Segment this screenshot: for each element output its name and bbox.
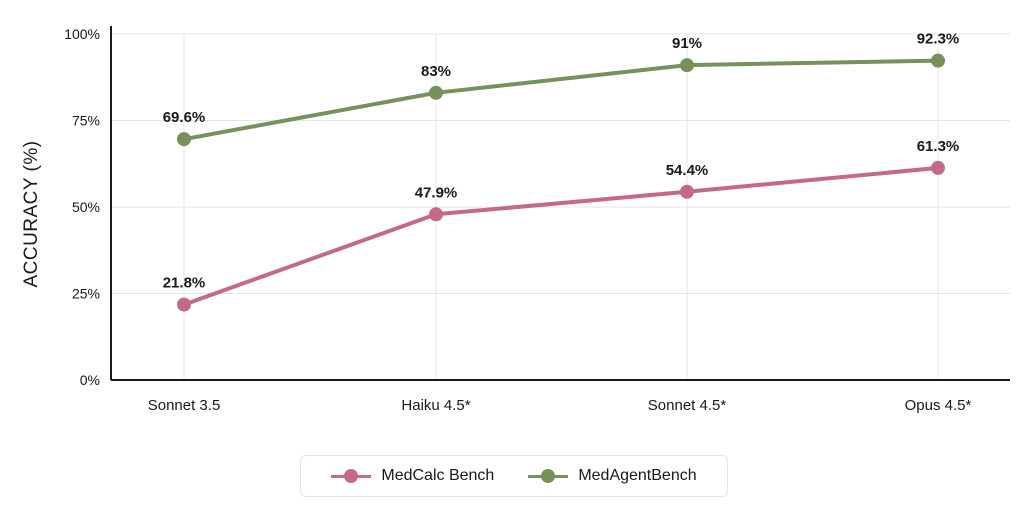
data-label: 91% <box>672 35 702 52</box>
data-label: 21.8% <box>163 275 206 292</box>
axes: 0% 25% 50% 75% 100% Sonnet 3.5 Haiku 4.5* Sonne… <box>64 26 1010 414</box>
grid <box>111 33 1010 380</box>
data-point <box>680 184 694 199</box>
x-tick-label: Haiku 4.5* <box>401 397 470 414</box>
legend-label-medagentbench: MedAgentBench <box>578 467 697 484</box>
y-tick-label: 50% <box>72 199 100 215</box>
legend-item-medagentbench[interactable]: MedAgentBench <box>528 467 697 485</box>
data-label: 83% <box>421 63 451 80</box>
labels: 21.8% 47.9% 54.4% 61.3% 69.6% 83% 91% 92.3% <box>163 31 960 292</box>
data-label: 54.4% <box>666 162 709 179</box>
data-point <box>177 297 191 312</box>
legend-swatch-medagentbench <box>528 469 569 483</box>
y-tick-label: 0% <box>80 372 100 388</box>
data-point <box>931 160 945 175</box>
legend-item-medcalc-bench[interactable]: MedCalc Bench <box>331 467 494 485</box>
y-tick-label: 100% <box>64 26 100 42</box>
data-label: 61.3% <box>917 138 960 155</box>
data-point <box>429 207 443 222</box>
data-point <box>680 58 694 73</box>
x-tick-label: Sonnet 3.5 <box>148 397 221 414</box>
x-tick-label: Sonnet 4.5* <box>648 397 727 414</box>
data-label: 69.6% <box>163 109 206 126</box>
y-tick-label: 75% <box>72 113 100 129</box>
data-point <box>177 132 191 147</box>
y-axis-label: ACCURACY (%) <box>21 140 42 287</box>
data-label: 92.3% <box>917 31 960 48</box>
legend-swatch-medcalc-bench <box>331 469 372 483</box>
x-tick-label: Opus 4.5* <box>905 397 972 414</box>
data-point <box>429 85 443 100</box>
legend-label-medcalc-bench: MedCalc Bench <box>381 467 495 484</box>
y-tick-label: 25% <box>72 286 100 302</box>
series <box>177 53 945 312</box>
legend: MedCalc Bench MedAgentBench <box>300 455 728 497</box>
data-point <box>931 53 945 68</box>
series-line-0 <box>182 165 940 307</box>
series-line-1 <box>182 58 940 142</box>
data-label: 47.9% <box>415 184 458 201</box>
